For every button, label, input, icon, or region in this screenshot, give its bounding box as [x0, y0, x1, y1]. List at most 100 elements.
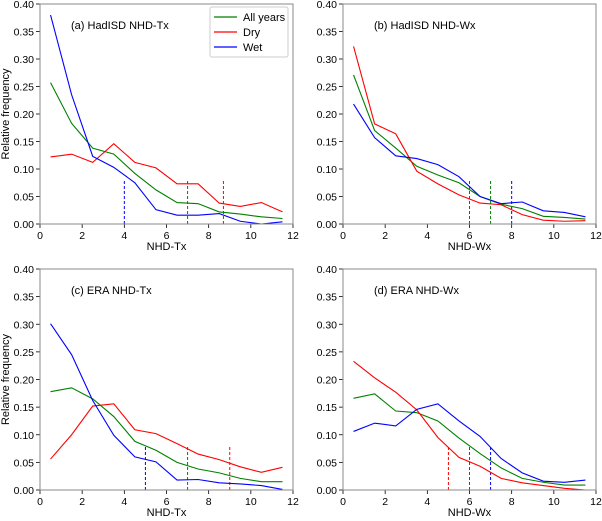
y-tick-label: 0.35 — [317, 27, 338, 39]
series-line-all-years — [353, 393, 586, 486]
x-tick-label: 2 — [79, 496, 85, 508]
y-tick-label: 0.30 — [317, 54, 338, 66]
y-tick-label: 0.15 — [14, 137, 35, 149]
y-tick-label: 0.20 — [14, 109, 35, 121]
y-tick-label: 0.00 — [14, 485, 35, 497]
x-tick-label: 8 — [509, 496, 515, 508]
series-line-wet — [50, 14, 283, 225]
series-line-dry — [353, 46, 586, 222]
panel-a: 0 2 4 6 8 10 12 0.00 0.05 0.10 0.15 0.20 0.25 0.30 0.3… — [0, 0, 299, 253]
x-tick-label: 4 — [424, 230, 430, 242]
x-tick-label: 0 — [37, 230, 43, 242]
series-line-all-years — [50, 387, 283, 483]
x-tick-label: 0 — [37, 496, 43, 508]
x-tick-label: 10 — [548, 496, 560, 508]
y-tick-label: 0.25 — [317, 82, 338, 94]
x-tick-label: 10 — [245, 230, 257, 242]
y-tick-label: 0.30 — [317, 319, 338, 331]
y-tick-label: 0.05 — [14, 457, 35, 469]
legend-label: Dry — [243, 27, 261, 39]
panel-title: (c) ERA NHD-Tx — [71, 285, 152, 297]
x-tick-label: 0 — [340, 230, 346, 242]
y-tick-label: 0.05 — [317, 192, 338, 204]
x-tick-label: 8 — [206, 496, 212, 508]
x-tick-label: 4 — [121, 496, 127, 508]
y-tick-label: 0.00 — [14, 219, 35, 231]
y-tick-label: 0.00 — [317, 485, 338, 497]
panel-title: (b) HadISD NHD-Wx — [374, 20, 476, 32]
plot-frame — [39, 3, 294, 225]
y-tick-label: 0.40 — [317, 264, 338, 276]
y-tick-label: 0.40 — [14, 0, 35, 11]
x-axis-label: NHD-Tx — [147, 507, 187, 516]
legend-label: Wet — [243, 42, 262, 54]
y-tick-label: 0.25 — [317, 347, 338, 359]
y-tick-label: 0.25 — [14, 347, 35, 359]
panel-c: 0 2 4 6 8 10 12 0.00 0.05 0.10 0.15 0.20 0.25 0.30 0.3… — [0, 264, 299, 519]
series-line-wet — [50, 323, 283, 490]
x-tick-label: 4 — [121, 230, 127, 242]
x-tick-label: 12 — [287, 230, 299, 242]
legend-frame — [209, 6, 289, 58]
series-line-all-years — [353, 74, 586, 220]
x-tick-label: 10 — [245, 496, 257, 508]
x-tick-label: 2 — [382, 496, 388, 508]
y-tick-label: 0.05 — [317, 457, 338, 469]
series-line-dry — [50, 142, 283, 213]
x-tick-label: 6 — [164, 230, 170, 242]
x-tick-label: 2 — [79, 230, 85, 242]
y-axis-label: Relative frequency — [0, 333, 12, 425]
y-tick-label: 0.15 — [317, 137, 338, 149]
panel-b: 0 2 4 6 8 10 12 0.00 0.05 0.10 0.15 0.20 0.25 0.30 0.3… — [317, 0, 602, 253]
y-tick-label: 0.10 — [317, 164, 338, 176]
x-tick-label: 0 — [340, 496, 346, 508]
x-tick-label: 2 — [382, 230, 388, 242]
y-tick-label: 0.30 — [14, 319, 35, 331]
plot-frame — [342, 268, 597, 491]
series-line-wet — [353, 403, 586, 483]
x-tick-label: 6 — [164, 496, 170, 508]
x-tick-label: 6 — [467, 496, 473, 508]
panel-title: (d) ERA NHD-Wx — [374, 285, 459, 297]
x-tick-label: 12 — [287, 496, 299, 508]
legend-label: All years — [243, 12, 286, 24]
y-tick-label: 0.20 — [317, 375, 338, 387]
x-tick-label: 8 — [206, 230, 212, 242]
y-tick-label: 0.35 — [317, 292, 338, 304]
y-tick-label: 0.20 — [317, 109, 338, 121]
panel-d: 0 2 4 6 8 10 12 0.00 0.05 0.10 0.15 0.20 0.25 0.30 0.3… — [317, 264, 602, 519]
series-line-wet — [353, 103, 586, 218]
y-tick-label: 0.10 — [317, 430, 338, 442]
plot-frame — [342, 3, 597, 225]
y-axis-label: Relative frequency — [0, 68, 12, 160]
y-tick-label: 0.35 — [14, 27, 35, 39]
y-tick-label: 0.05 — [14, 192, 35, 204]
plot-frame — [39, 268, 294, 491]
y-tick-label: 0.15 — [317, 402, 338, 414]
y-tick-label: 0.10 — [14, 430, 35, 442]
x-tick-label: 12 — [590, 230, 602, 242]
y-tick-label: 0.35 — [14, 292, 35, 304]
x-tick-label: 4 — [424, 496, 430, 508]
series-line-dry — [50, 403, 283, 473]
panel-title: (a) HadISD NHD-Tx — [71, 20, 169, 32]
y-tick-label: 0.40 — [14, 264, 35, 276]
y-tick-label: 0.15 — [14, 402, 35, 414]
y-tick-label: 0.40 — [317, 0, 338, 11]
x-axis-label: NHD-Wx — [448, 241, 492, 253]
y-tick-label: 0.25 — [14, 82, 35, 94]
y-tick-label: 0.20 — [14, 375, 35, 387]
y-tick-label: 0.30 — [14, 54, 35, 66]
x-tick-label: 8 — [509, 230, 515, 242]
x-tick-label: 10 — [548, 230, 560, 242]
series-line-dry — [353, 360, 586, 491]
x-tick-label: 6 — [467, 230, 473, 242]
x-axis-label: NHD-Tx — [147, 241, 187, 253]
x-axis-label: NHD-Wx — [448, 507, 492, 516]
y-tick-label: 0.00 — [317, 219, 338, 231]
legend: All years Dry Wet — [209, 6, 289, 58]
series-line-all-years — [50, 82, 283, 220]
y-tick-label: 0.10 — [14, 164, 35, 176]
x-tick-label: 12 — [590, 496, 602, 508]
